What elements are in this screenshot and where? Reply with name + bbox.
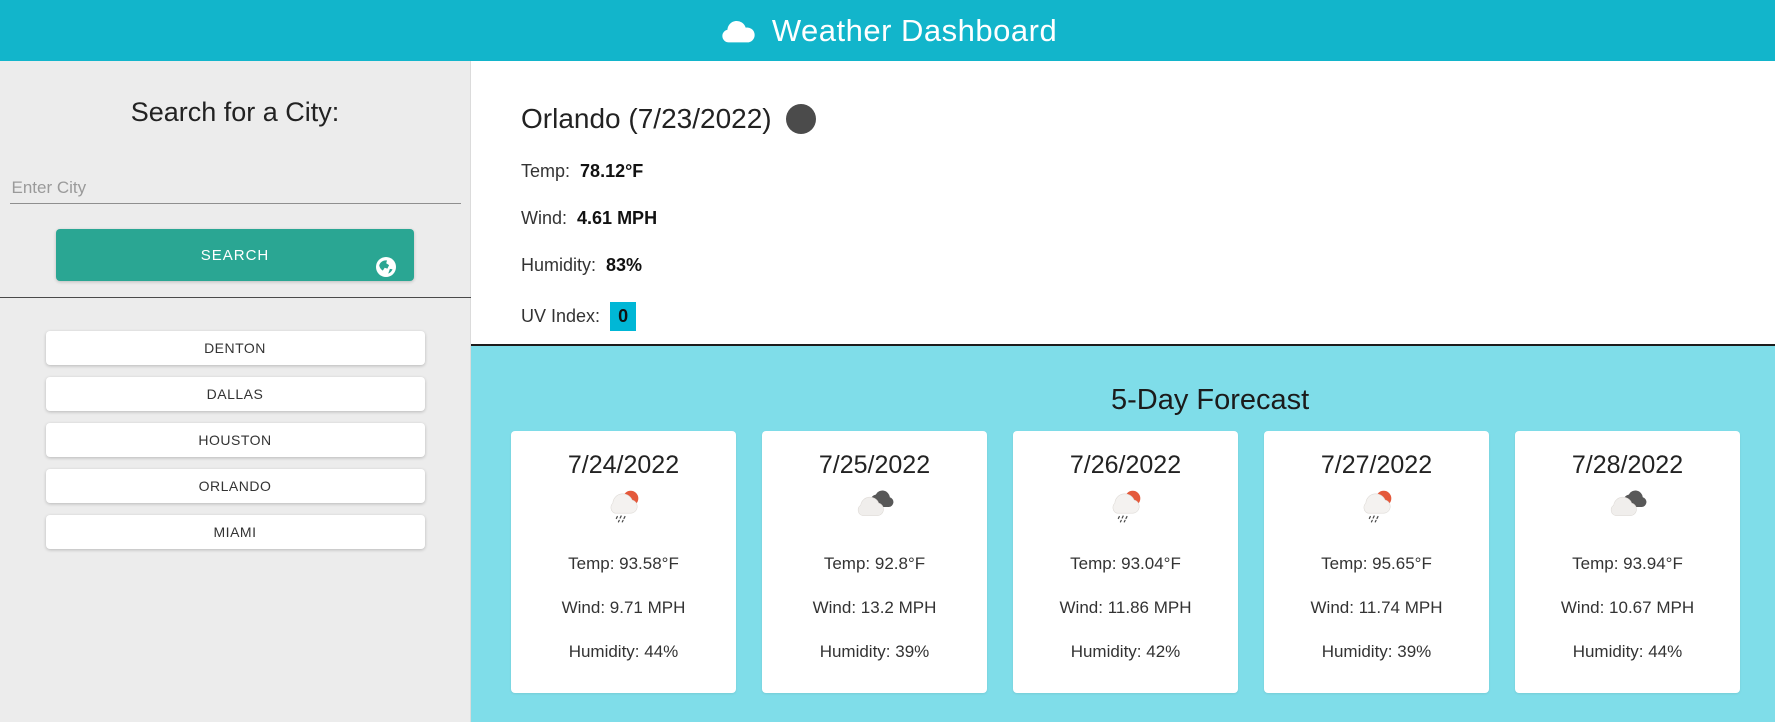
forecast-detail: Temp: 93.58°F	[568, 554, 679, 573]
detail-value: 78.12°F	[580, 161, 644, 181]
sun-rain-cloud-icon	[1363, 490, 1391, 523]
current-temp: Temp: 78.12°F	[521, 161, 1775, 182]
main-content: Orlando (7/23/2022) Temp: 78.12°F Wind: …	[471, 61, 1775, 722]
sun-rain-cloud-icon	[1112, 490, 1140, 523]
search-button[interactable]: SEARCH	[56, 229, 414, 281]
clouds-icon	[1610, 490, 1646, 516]
detail-label: Temp:	[521, 161, 571, 181]
forecast-detail: Temp: 93.04°F	[1070, 554, 1181, 573]
forecast-detail: Humidity: 42%	[1070, 642, 1181, 661]
forecast-card: 7/27/2022 Temp: 95.65°F Wind: 11.74 MPH Hu…	[1264, 431, 1489, 693]
city-button[interactable]: DENTON	[45, 331, 425, 365]
forecast-detail: Temp: 95.65°F	[1321, 554, 1432, 573]
forecast-date: 7/27/2022	[1320, 451, 1433, 479]
detail-label: UV Index:	[521, 306, 601, 326]
sidebar-divider	[0, 297, 471, 298]
forecast-detail: Wind: 13.2 MPH	[812, 598, 937, 617]
current-wind: Wind: 4.61 MPH	[521, 208, 1775, 229]
forecast-date: 7/26/2022	[1069, 451, 1182, 479]
forecast-date: 7/25/2022	[818, 451, 931, 479]
forecast-card: 7/28/2022 Temp: 93.94°F Wind: 10.67 MPH Hu…	[1515, 431, 1740, 693]
city-button[interactable]: MIAMI	[45, 515, 425, 549]
city-button[interactable]: HOUSTON	[45, 423, 425, 457]
new-moon-icon	[785, 104, 816, 134]
city-button[interactable]: ORLANDO	[45, 469, 425, 503]
forecast-detail: Humidity: 44%	[568, 642, 679, 661]
forecast-detail: Humidity: 44%	[1572, 642, 1683, 661]
forecast-card: 7/24/2022 Temp: 93.58°F Wind: 9.71 MPH Hum…	[511, 431, 736, 693]
search-input[interactable]	[9, 172, 461, 204]
forecast-card: 7/26/2022 Temp: 93.04°F Wind: 11.86 MPH Hu…	[1013, 431, 1238, 693]
city-button[interactable]: DALLAS	[45, 377, 425, 411]
city-history-list: DENTON DALLAS HOUSTON ORLANDO MIAMI	[45, 331, 425, 549]
search-button-label: SEARCH	[200, 246, 270, 264]
forecast-detail: Wind: 11.86 MPH	[1059, 598, 1192, 617]
forecast-section: 5-Day Forecast 7/24/2022 Temp: 93.58°F Wi…	[471, 346, 1775, 722]
detail-label: Humidity:	[521, 255, 597, 275]
app-header: Weather Dashboard	[0, 0, 1775, 61]
sun-rain-cloud-icon	[610, 490, 638, 523]
sidebar: Search for a City: SEARCH DENTON DALLAS HO…	[0, 61, 471, 722]
clouds-icon	[857, 490, 893, 516]
forecast-heading: 5-Day Forecast	[1111, 384, 1310, 416]
forecast-detail: Humidity: 39%	[1321, 642, 1432, 661]
detail-label: Wind:	[521, 208, 568, 228]
forecast-detail: Wind: 10.67 MPH	[1560, 598, 1695, 617]
current-city-title: Orlando (7/23/2022)	[521, 103, 772, 134]
cloud-icon	[718, 18, 758, 44]
forecast-detail: Wind: 9.71 MPH	[561, 598, 686, 617]
page-title: Weather Dashboard	[771, 12, 1058, 48]
forecast-detail: Temp: 92.8°F	[823, 554, 926, 573]
uv-index-badge: 0	[610, 302, 637, 331]
current-uv-index: UV Index: 0	[521, 302, 1775, 331]
forecast-detail: Humidity: 39%	[819, 642, 930, 661]
current-weather-section: Orlando (7/23/2022) Temp: 78.12°F Wind: …	[471, 61, 1775, 346]
forecast-cards: 7/24/2022 Temp: 93.58°F Wind: 9.71 MPH Hum…	[511, 431, 1751, 693]
forecast-detail: Wind: 11.74 MPH	[1310, 598, 1443, 617]
forecast-card: 7/25/2022 Temp: 92.8°F Wind: 13.2 MPH Humi…	[762, 431, 987, 693]
forecast-date: 7/24/2022	[567, 451, 680, 479]
forecast-detail: Temp: 93.94°F	[1572, 554, 1683, 573]
detail-value: 83%	[606, 255, 643, 275]
search-heading: Search for a City:	[130, 97, 340, 127]
current-humidity: Humidity: 83%	[521, 255, 1775, 276]
detail-value: 4.61 MPH	[577, 208, 658, 228]
forecast-date: 7/28/2022	[1571, 451, 1684, 479]
